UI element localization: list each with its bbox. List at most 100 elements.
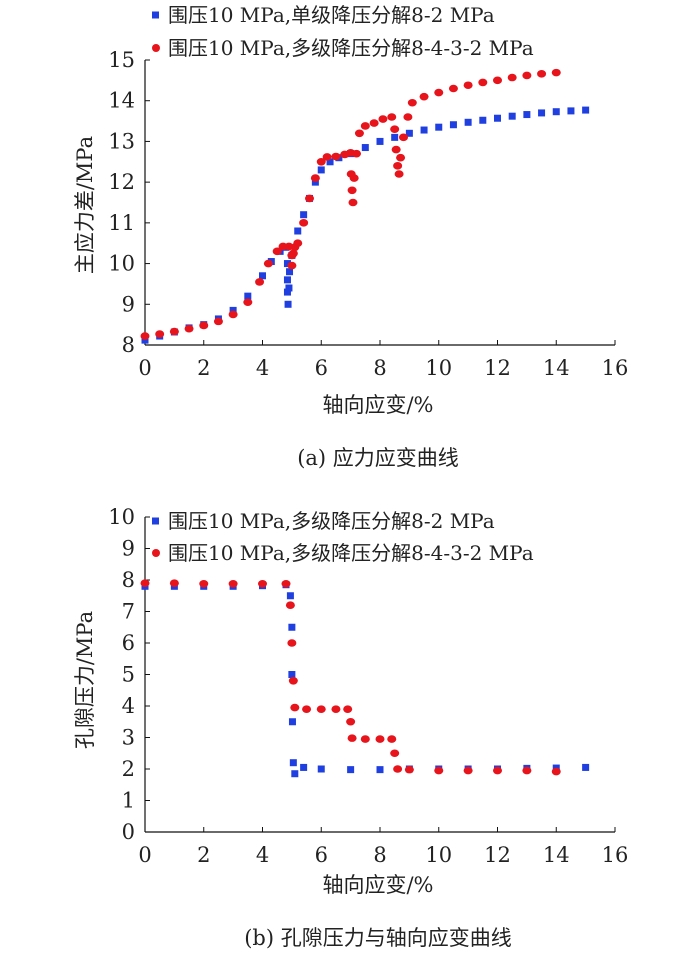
data-point	[317, 765, 325, 773]
data-point	[493, 766, 502, 775]
data-point	[390, 125, 400, 134]
x-axis-label: 轴向应变/%	[322, 873, 433, 897]
data-point	[378, 115, 388, 123]
x-tick-label: 0	[138, 843, 151, 867]
data-point	[243, 298, 253, 307]
x-tick-label: 16	[602, 356, 629, 380]
data-point	[346, 717, 356, 726]
data-point	[537, 70, 547, 78]
data-point	[390, 749, 400, 758]
data-point	[387, 735, 397, 743]
data-point	[376, 137, 384, 145]
y-tick-label: 5	[122, 663, 135, 687]
data-point	[310, 174, 320, 182]
legend-marker	[152, 11, 159, 19]
data-point	[360, 735, 370, 743]
x-tick-label: 4	[256, 356, 269, 380]
data-point	[263, 259, 273, 268]
data-point	[352, 149, 361, 158]
x-tick-label: 12	[484, 356, 511, 380]
data-point	[300, 211, 308, 219]
y-tick-label: 12	[108, 170, 135, 194]
data-point	[300, 763, 308, 771]
y-tick-label: 1	[122, 789, 135, 813]
legend-marker	[152, 44, 160, 52]
data-point	[285, 284, 293, 292]
series-2	[140, 579, 561, 776]
data-point	[551, 767, 561, 776]
data-point	[375, 735, 385, 743]
data-point	[199, 321, 209, 330]
x-tick-label: 16	[602, 843, 629, 867]
data-point	[369, 119, 379, 127]
data-point	[463, 766, 473, 775]
data-point	[354, 129, 364, 138]
data-point	[523, 111, 531, 119]
data-point	[199, 579, 209, 588]
data-point	[391, 133, 399, 141]
data-point	[360, 122, 370, 130]
data-point	[287, 639, 297, 647]
y-tick-label: 9	[122, 537, 135, 561]
data-point	[283, 276, 291, 284]
x-tick-label: 10	[425, 356, 452, 380]
y-axis-label: 孔隙压力/MPa	[73, 611, 97, 749]
x-tick-label: 2	[197, 843, 210, 867]
y-tick-label: 4	[122, 694, 135, 718]
x-tick-label: 2	[197, 356, 210, 380]
data-point	[347, 734, 357, 742]
data-point	[259, 272, 266, 280]
data-point	[169, 327, 179, 336]
data-point	[508, 112, 516, 120]
data-point	[258, 579, 267, 588]
data-point	[283, 288, 291, 296]
data-point	[294, 227, 302, 235]
data-point	[228, 579, 238, 588]
data-point	[376, 766, 384, 774]
data-point	[311, 178, 319, 186]
data-point	[283, 260, 291, 268]
data-point	[290, 703, 300, 712]
data-point	[507, 73, 517, 82]
y-tick-label: 11	[108, 211, 135, 235]
data-point	[331, 152, 341, 161]
data-point	[494, 114, 501, 122]
data-point	[567, 107, 575, 115]
x-axis-label: 轴向应变/%	[322, 393, 433, 417]
data-point	[419, 92, 429, 101]
data-point	[293, 239, 303, 248]
data-point	[582, 106, 590, 114]
x-tick-label: 8	[373, 843, 386, 867]
data-point	[289, 759, 297, 767]
data-point	[291, 770, 299, 778]
y-tick-label: 3	[122, 726, 135, 750]
data-point	[393, 162, 403, 170]
data-point	[435, 123, 443, 131]
data-point	[434, 88, 444, 97]
data-point	[299, 219, 309, 227]
data-point	[343, 705, 353, 713]
data-point	[420, 126, 428, 134]
chart-caption: (b) 孔隙压力与轴向应变曲线	[244, 926, 512, 950]
data-point	[317, 166, 325, 174]
data-point	[331, 705, 341, 713]
data-point	[322, 153, 332, 161]
y-tick-label: 15	[108, 48, 135, 72]
data-point	[394, 170, 404, 178]
data-point	[141, 336, 149, 344]
data-point	[463, 81, 473, 90]
legend-marker	[152, 517, 159, 525]
legend-label: 围压10 MPa,单级降压分解8-2 MPa	[168, 3, 495, 27]
data-point	[407, 98, 417, 107]
y-tick-label: 9	[122, 292, 135, 316]
data-point	[538, 109, 546, 117]
y-tick-label: 6	[122, 631, 135, 655]
y-axis-label: 主应力差/MPa	[73, 136, 97, 274]
data-point	[284, 300, 292, 308]
data-point	[479, 116, 487, 124]
stress-strain-chart: 主应力差/MPa 轴向应变/% (a) 应力应变曲线 0 2 4 6 8 10 12 14 16…	[73, 3, 628, 470]
pore-pressure-chart: 孔隙压力/MPa 轴向应变/% (b) 孔隙压力与轴向应变曲线 0 2 4 6 8 10 1…	[73, 505, 628, 950]
data-point	[140, 579, 150, 587]
data-point	[229, 306, 237, 314]
data-point	[522, 766, 532, 775]
